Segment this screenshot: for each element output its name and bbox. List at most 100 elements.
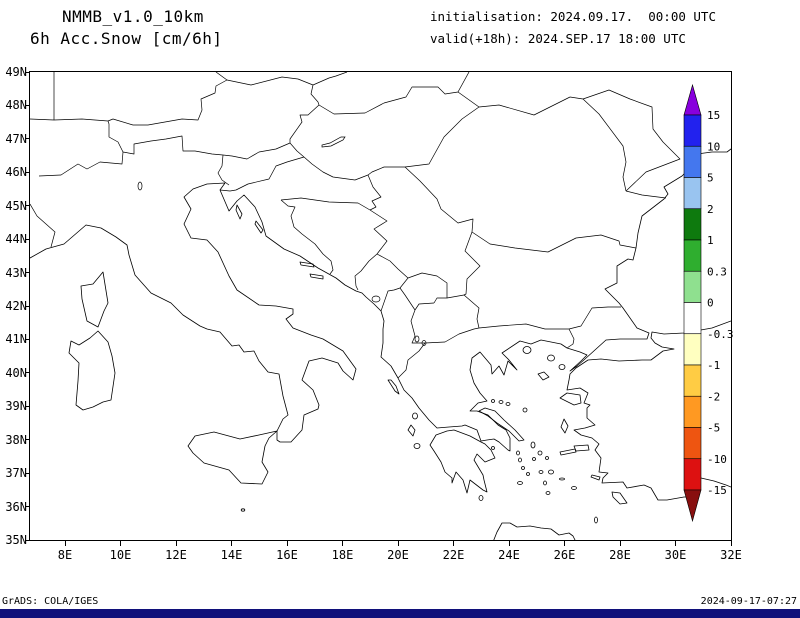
border-line <box>376 253 409 279</box>
coast-peloponnese <box>429 429 496 494</box>
lat-tick-label: 42N <box>5 299 27 313</box>
island-dot <box>594 516 598 524</box>
border-line <box>424 327 480 344</box>
colorbar-tick-label: 0 <box>707 297 714 310</box>
border-line <box>457 72 470 93</box>
colorbar-segment <box>683 458 702 491</box>
island-dot <box>532 457 536 461</box>
lon-tick-mark <box>64 541 66 546</box>
island-corsica <box>80 271 109 328</box>
lon-tick-label: 8E <box>57 548 73 562</box>
colorbar-segment <box>683 270 702 303</box>
island-dot <box>518 457 522 463</box>
lake-scutari <box>371 295 381 303</box>
lon-tick-mark <box>453 541 454 546</box>
island-dot <box>571 486 577 490</box>
border-line <box>404 166 474 233</box>
border-line <box>280 199 334 275</box>
island-sicily <box>187 430 278 485</box>
island-dot <box>522 346 532 354</box>
border-line <box>368 209 388 262</box>
island-kos <box>590 474 601 481</box>
map-frame <box>29 71 732 541</box>
lat-tick-mark <box>25 439 30 441</box>
lon-tick-label: 18E <box>331 548 354 562</box>
island-pag <box>254 220 264 234</box>
colorbar-segment <box>683 427 702 460</box>
lon-tick-label: 10E <box>109 548 132 562</box>
border-line <box>414 302 435 311</box>
init-time-line: initialisation: 2024.09.17. 00:00 UTC <box>430 9 716 24</box>
colorbar-tick-label: 10 <box>707 140 720 153</box>
valid-time-line: valid(+18h): 2024.SEP.17 18:00 UTC <box>430 31 686 46</box>
colorbar-tick-label: -5 <box>707 422 720 435</box>
island-hvar <box>299 261 315 268</box>
lon-tick-label: 22E <box>442 548 465 562</box>
border-line <box>289 104 320 143</box>
lon-tick-mark <box>564 541 565 546</box>
lon-axis: 8E 10E 12E 14E 16E 18E 20E 22E 24E 26E 28E 30E 32E <box>0 541 800 567</box>
colorbar-tick-label: 5 <box>707 172 714 185</box>
colorbar-segment <box>683 208 702 241</box>
lon-tick-mark <box>619 541 621 546</box>
island-crete <box>493 522 576 540</box>
island-cephalonia <box>407 424 416 437</box>
colorbar-tick-label: -2 <box>707 390 720 403</box>
lon-tick-mark <box>730 541 732 546</box>
colorbar-arrow-top <box>683 83 702 116</box>
lat-tick-label: 38N <box>5 432 27 447</box>
lon-tick-mark <box>120 541 121 546</box>
lake-garda <box>137 181 143 191</box>
island-dot <box>538 470 544 474</box>
island-dot <box>559 477 565 481</box>
island-dot <box>505 402 511 406</box>
island-dot <box>517 481 523 485</box>
border-line <box>463 294 480 329</box>
lat-tick-mark <box>25 338 30 340</box>
border-line <box>404 106 480 168</box>
island-dot <box>545 491 551 495</box>
border-line <box>367 174 382 211</box>
island-dot <box>516 450 520 456</box>
border-line <box>30 79 228 126</box>
lon-tick-mark <box>286 541 288 546</box>
lon-tick-label: 28E <box>609 548 631 562</box>
colorbar-tick-label: 15 <box>707 109 720 122</box>
island-dot <box>521 466 525 470</box>
border-line <box>318 86 459 115</box>
colorbar-tick-label: -15 <box>707 484 727 497</box>
colorbar-segment <box>683 114 702 147</box>
border-line <box>289 142 305 158</box>
island-dot <box>526 472 530 476</box>
lat-tick-label: 35N <box>5 533 27 547</box>
lat-tick-mark <box>25 171 30 173</box>
lat-tick-mark <box>25 506 30 508</box>
border-line <box>215 72 228 81</box>
colorbar-tick-label: 0.3 <box>707 265 727 278</box>
lat-tick-mark <box>25 272 30 274</box>
border-line <box>582 89 681 192</box>
border-line <box>433 294 465 304</box>
lon-tick-mark <box>231 541 232 546</box>
island-dot <box>558 364 566 370</box>
border-line <box>107 120 124 153</box>
lat-tick-label: 46N <box>5 165 27 180</box>
border-line <box>219 156 305 192</box>
lon-tick-mark <box>397 541 399 546</box>
border-line <box>410 309 425 344</box>
lon-tick-label: 12E <box>165 548 187 562</box>
colorbar-segment <box>683 177 702 210</box>
island-dot <box>491 446 495 450</box>
lat-tick-mark <box>25 205 30 207</box>
island-lesbos <box>559 392 582 406</box>
border-line <box>625 190 667 199</box>
lat-tick-mark <box>25 238 30 240</box>
border-line <box>226 76 314 86</box>
lakes-layer <box>137 136 427 346</box>
island-korcula <box>309 273 324 280</box>
coast-anatolia <box>566 320 731 501</box>
border-line <box>397 342 426 379</box>
border-line <box>566 328 575 349</box>
creation-timestamp: 2024-09-17-07:27 <box>700 596 797 607</box>
